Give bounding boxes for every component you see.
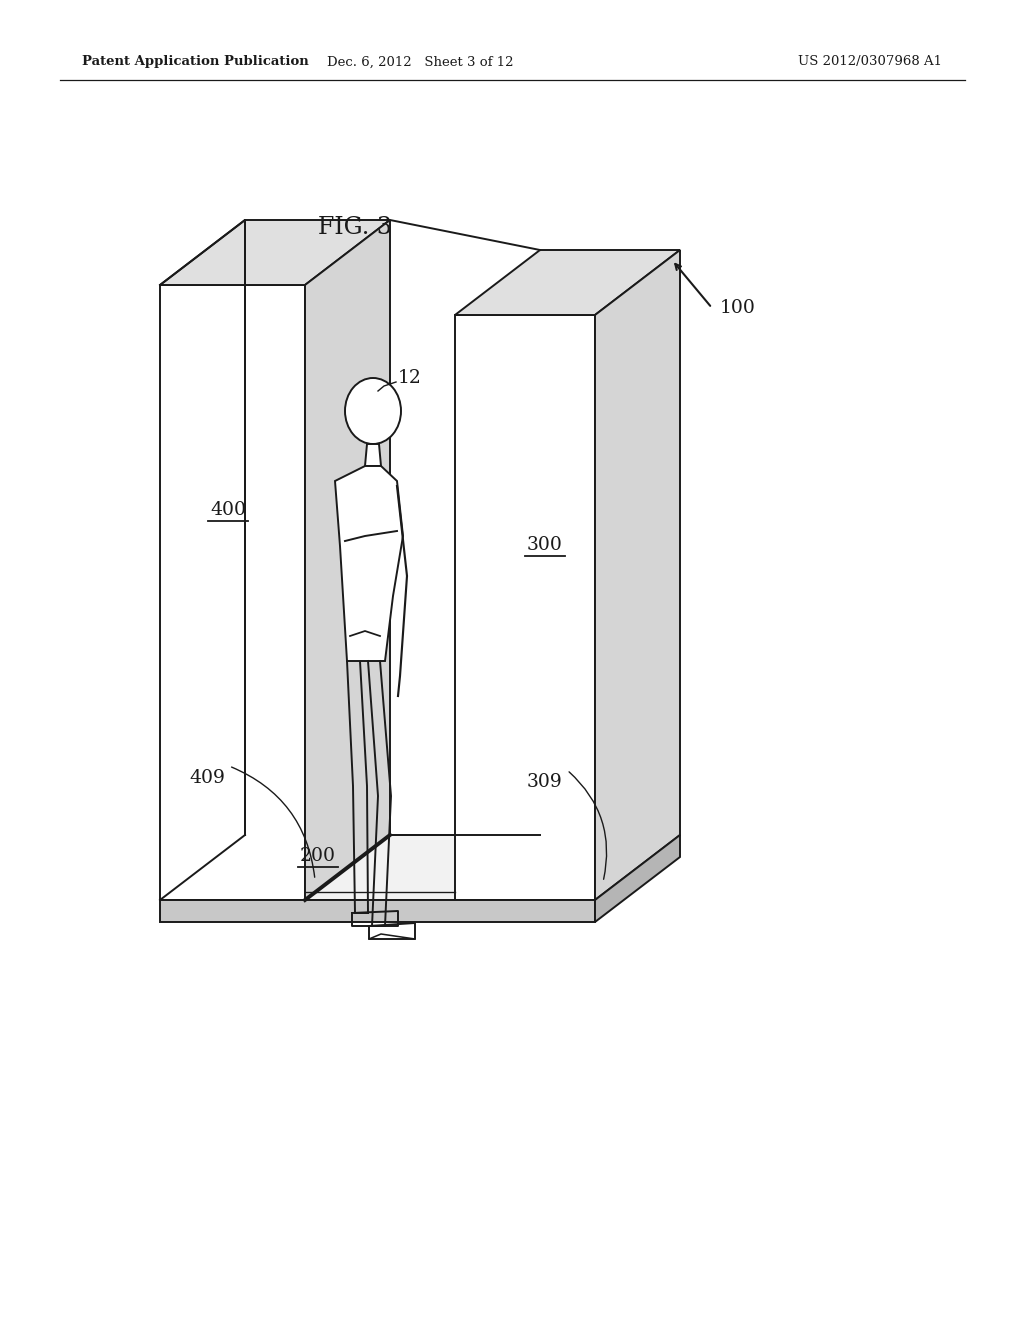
Polygon shape [455, 315, 595, 900]
Polygon shape [305, 220, 390, 900]
Polygon shape [455, 249, 680, 315]
Text: 300: 300 [527, 536, 563, 554]
Text: 400: 400 [210, 502, 246, 519]
Polygon shape [160, 220, 390, 285]
Text: 100: 100 [720, 300, 756, 317]
Polygon shape [335, 466, 403, 661]
Polygon shape [365, 444, 381, 466]
Text: FIG. 3: FIG. 3 [318, 216, 392, 239]
Text: 309: 309 [527, 774, 563, 791]
Polygon shape [160, 900, 595, 921]
Polygon shape [595, 836, 680, 921]
Polygon shape [160, 836, 680, 900]
Text: 409: 409 [189, 770, 225, 787]
Text: Dec. 6, 2012   Sheet 3 of 12: Dec. 6, 2012 Sheet 3 of 12 [327, 55, 513, 69]
Polygon shape [595, 249, 680, 900]
Text: 200: 200 [300, 847, 336, 865]
Text: 12: 12 [398, 370, 422, 387]
Text: Patent Application Publication: Patent Application Publication [82, 55, 309, 69]
Polygon shape [160, 285, 305, 900]
Ellipse shape [345, 378, 401, 444]
Text: US 2012/0307968 A1: US 2012/0307968 A1 [798, 55, 942, 69]
